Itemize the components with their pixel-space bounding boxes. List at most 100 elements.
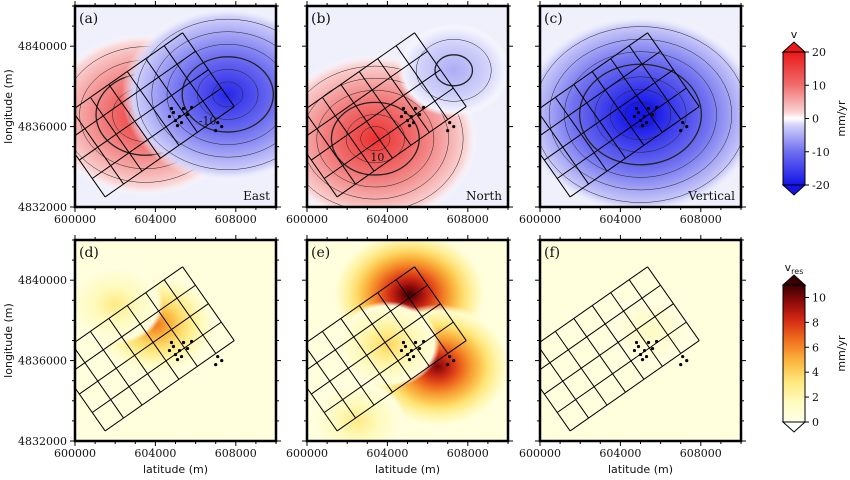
panel-label: (c) [544, 11, 563, 27]
station-point [185, 346, 190, 351]
y-tick-label: 4840000 [18, 40, 67, 53]
field: -10 [75, 6, 276, 198]
contour-line [316, 90, 435, 188]
colorbar-tick-label: 20 [812, 46, 826, 59]
x-tick-label: 608000 [680, 447, 722, 460]
contour-line [136, 18, 276, 170]
colorbar-body [782, 284, 806, 423]
contour-line [307, 65, 464, 207]
field: 10 [307, 23, 508, 207]
contour-line [330, 101, 420, 176]
panel-label: (b) [311, 11, 331, 27]
station-point [679, 129, 683, 133]
x-tick-label: 604000 [599, 447, 641, 460]
station-point [413, 340, 418, 345]
station-point [173, 352, 178, 357]
y-tick-label: 4836000 [18, 355, 67, 368]
contour-label: 10 [370, 151, 384, 164]
station-point [403, 110, 408, 115]
y-tick-label: 4832000 [18, 201, 67, 214]
station-point [642, 348, 647, 353]
panel-label: (a) [79, 11, 98, 27]
panel-a: -10 600000 604000 608000 4832000 4836000 48400… [2, 1, 281, 226]
contour-line [197, 69, 259, 120]
x-tick-label: 600000 [286, 447, 328, 460]
station-point [448, 354, 452, 359]
component-label: Vertical [687, 189, 735, 203]
field-peak [397, 23, 508, 117]
field-peak [308, 380, 406, 441]
station-point [417, 346, 422, 351]
x-tick-label: 600000 [54, 213, 96, 226]
station-point [169, 340, 174, 345]
fault-grid-line [104, 340, 235, 432]
fault-grid-line [307, 284, 428, 371]
colorbar-tick-label: 8 [812, 316, 819, 329]
fault-grid-line [569, 106, 700, 198]
x-tick-label: 600000 [54, 447, 96, 460]
panel-label: (d) [79, 245, 99, 261]
fault-grid-line [91, 87, 222, 179]
field-peak [121, 6, 276, 183]
fault-grid [75, 266, 235, 432]
colorbar-top-arrow [781, 274, 807, 286]
x-tick-label: 600000 [519, 213, 561, 226]
fault-grid-line [104, 106, 235, 198]
colorbar-tick-label: -10 [812, 146, 830, 159]
field-peak [607, 295, 694, 366]
station-point [638, 352, 643, 357]
field [307, 240, 508, 441]
contour-line [548, 38, 733, 191]
station-point [167, 114, 172, 119]
contour-line [360, 126, 391, 152]
station-point [650, 346, 655, 351]
colorbar-title-subscript: res [791, 267, 803, 276]
colorbar-tick-label: 6 [812, 341, 819, 354]
station-point [409, 114, 414, 119]
fault-grid-line [544, 303, 674, 395]
station-point [640, 123, 645, 128]
colorbar-tick-label: -20 [812, 179, 830, 192]
colorbar-title: v [791, 28, 798, 41]
colorbar-top-arrow [781, 41, 807, 53]
station-point [216, 354, 220, 359]
station-point [399, 114, 404, 119]
field-peak [540, 14, 741, 207]
fault-grid-line [75, 284, 196, 371]
x-tick-label: 604000 [366, 213, 408, 226]
x-tick-label: 608000 [215, 447, 257, 460]
fault-grid-line [311, 303, 441, 395]
y-tick-label: 4840000 [18, 274, 67, 287]
field [75, 264, 235, 432]
fault-grid-line [540, 284, 661, 371]
station-point [411, 120, 416, 125]
panel-d: 600000 604000 608000 4832000 4836000 4840000 l… [2, 235, 281, 476]
fault-grid-line [323, 87, 454, 179]
fault-grid-line [556, 321, 687, 413]
fault-grid-line [307, 50, 428, 137]
station-point [214, 363, 218, 367]
fault-grid-line [336, 106, 467, 198]
station-point [185, 112, 190, 117]
colorbar-title: vres [785, 261, 804, 276]
y-tick-label: 4832000 [18, 435, 67, 448]
station-point [448, 120, 452, 125]
station-point [177, 348, 182, 353]
station-point [650, 112, 655, 117]
station-point [654, 105, 659, 110]
panel-f: 600000 604000 608000 latitude (m) (f) [519, 235, 746, 476]
contour-line [415, 39, 492, 102]
station-point [409, 348, 414, 353]
colorbar-tick-label: 2 [812, 391, 819, 404]
colorbar-tick-label: 10 [812, 79, 826, 92]
station-point [171, 344, 176, 349]
station-point [411, 354, 416, 359]
fault-grid-line [544, 69, 674, 161]
field-peak [335, 301, 440, 388]
station-point [167, 348, 172, 353]
colorbar-velocity: 20 10 0 -10 -20 v mm/yr [781, 28, 848, 196]
station-point [452, 125, 456, 129]
station-point [173, 118, 178, 123]
colorbar-tick-label: 0 [812, 113, 819, 126]
colorbar-bottom-arrow [781, 184, 807, 196]
